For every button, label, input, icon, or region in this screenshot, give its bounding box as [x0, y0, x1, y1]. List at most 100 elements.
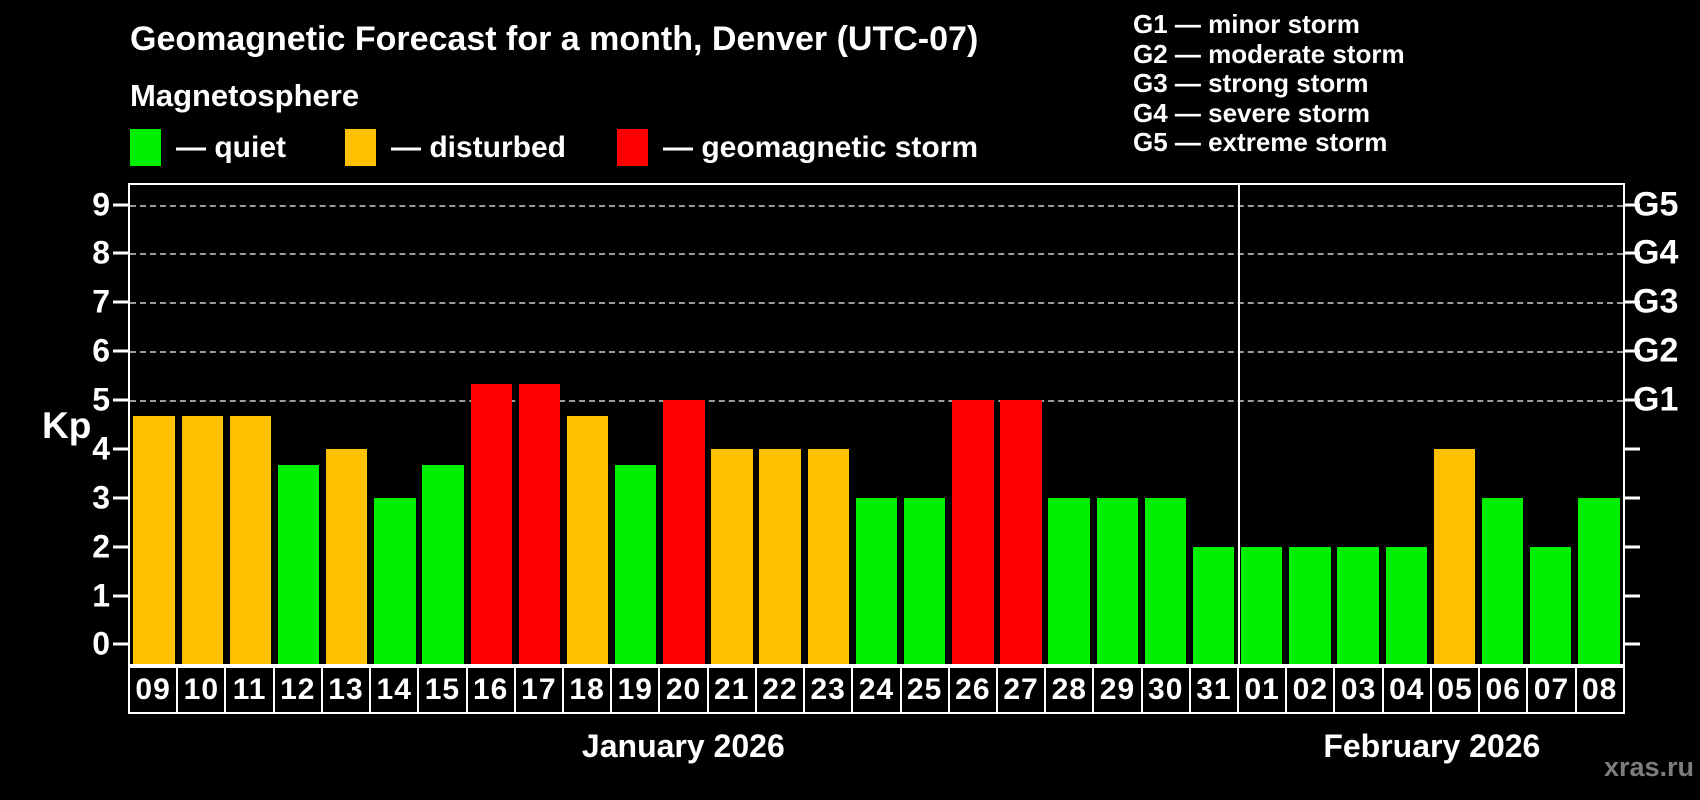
storm-color-swatch-icon — [617, 129, 648, 166]
legend-label-storm: — geomagnetic storm — [663, 130, 979, 164]
kp-bar-jan-11 — [229, 416, 272, 664]
kp-bar-feb-01 — [1241, 546, 1283, 664]
g-level-label-g3: G3 — [1633, 282, 1679, 321]
kp-bar-feb-04 — [1385, 546, 1427, 664]
legend-label-quiet: — quiet — [176, 130, 286, 164]
day-label-jan-10: 10 — [178, 668, 227, 712]
y-axis-tick-label-5: 5 — [92, 381, 110, 418]
quiet-color-swatch-icon — [130, 129, 161, 166]
day-label-jan-19: 19 — [612, 668, 661, 712]
day-label-jan-13: 13 — [323, 668, 372, 712]
kp-bar-jan-13 — [326, 448, 368, 664]
kp-bar-jan-27 — [1000, 400, 1042, 664]
month-label-february: February 2026 — [1323, 728, 1541, 764]
day-label-jan-11: 11 — [226, 668, 275, 712]
y-axis-tick-label-9: 9 — [92, 186, 110, 223]
g-legend-line-g3: G3 — strong storm — [1133, 68, 1369, 98]
kp-bar-feb-06 — [1481, 497, 1524, 664]
plot-area: 0 1 2 3 4 5 6 7 8 9 G1 G2 G3 G4 G5 — [92, 183, 1678, 666]
kp-bar-jan-22 — [759, 448, 801, 664]
day-label-jan-22: 22 — [757, 668, 806, 712]
kp-bar-jan-31 — [1192, 546, 1235, 664]
right-axis-tick-9 — [1625, 203, 1640, 207]
page-title: Geomagnetic Forecast for a month, Denver… — [130, 20, 979, 58]
y-axis-tick-label-6: 6 — [92, 332, 110, 369]
gridline-kp-5 — [130, 400, 1623, 403]
y-axis-tick-7 — [113, 300, 128, 304]
kp-bar-jan-20 — [663, 400, 705, 664]
legend-item-disturbed: — disturbed — [345, 129, 566, 166]
g-scale-legend: G1 — minor storm G2 — moderate storm G3 … — [1133, 9, 1405, 158]
day-label-jan-26: 26 — [950, 668, 998, 712]
y-axis-tick-4 — [113, 447, 128, 451]
day-label-jan-27: 27 — [998, 668, 1047, 712]
y-axis-tick-6 — [113, 349, 128, 353]
y-axis-tick-2 — [113, 545, 128, 549]
g-level-label-g4: G4 — [1633, 233, 1679, 272]
kp-bar-jan-26 — [952, 400, 994, 664]
gridline-kp-8 — [130, 253, 1623, 256]
y-axis-tick-label-3: 3 — [92, 479, 110, 516]
kp-bar-jan-29 — [1096, 497, 1138, 664]
watermark-xras: xras.ru — [1603, 752, 1694, 782]
day-label-jan-18: 18 — [564, 668, 613, 712]
day-label-jan-17: 17 — [516, 668, 564, 712]
right-axis-tick-8 — [1625, 251, 1640, 255]
kp-bar-jan-25 — [903, 497, 946, 664]
day-label-feb-05: 05 — [1432, 668, 1481, 712]
g-level-label-g5: G5 — [1633, 185, 1679, 224]
gridline-kp-6 — [130, 351, 1623, 354]
kp-bar-jan-21 — [711, 448, 753, 664]
right-axis-tick-7 — [1625, 300, 1640, 304]
right-axis-tick-4 — [1625, 447, 1640, 451]
y-axis-tick-label-2: 2 — [92, 528, 110, 565]
day-label-jan-31: 31 — [1191, 668, 1240, 712]
day-label-jan-12: 12 — [275, 668, 323, 712]
right-axis-tick-0 — [1625, 642, 1640, 646]
y-axis-tick-label-0: 0 — [92, 625, 110, 662]
kp-bar-feb-08 — [1578, 497, 1620, 664]
kp-axis-label: Kp — [42, 405, 92, 446]
y-axis-tick-label-8: 8 — [92, 234, 110, 271]
g-legend-line-g1: G1 — minor storm — [1133, 9, 1360, 39]
g-level-label-g2: G2 — [1633, 331, 1679, 370]
day-label-jan-28: 28 — [1046, 668, 1095, 712]
day-label-jan-15: 15 — [419, 668, 468, 712]
day-label-jan-14: 14 — [371, 668, 420, 712]
day-label-feb-07: 07 — [1528, 668, 1577, 712]
y-axis-tick-label-1: 1 — [92, 577, 110, 614]
right-axis-tick-5 — [1625, 398, 1640, 402]
legend-label-disturbed: — disturbed — [391, 130, 567, 164]
month-separator-line — [1237, 185, 1240, 664]
gridline-kp-9 — [130, 204, 1623, 207]
kp-bar-jan-10 — [181, 416, 223, 664]
g-legend-line-g4: G4 — severe storm — [1133, 97, 1371, 128]
kp-bar-jan-19 — [614, 465, 657, 664]
kp-bar-feb-03 — [1337, 546, 1379, 664]
day-label-jan-25: 25 — [902, 668, 950, 712]
day-label-feb-02: 02 — [1287, 668, 1336, 712]
disturbed-color-swatch-icon — [345, 129, 376, 166]
day-label-feb-03: 03 — [1335, 668, 1384, 712]
month-label-january: January 2026 — [581, 728, 785, 764]
y-axis-tick-9 — [113, 203, 128, 207]
day-label-jan-20: 20 — [660, 668, 709, 712]
kp-bar-jan-24 — [855, 497, 898, 664]
y-axis-tick-1 — [113, 594, 128, 598]
kp-bar-jan-28 — [1048, 497, 1090, 664]
kp-bar-jan-15 — [422, 465, 464, 664]
legend-item-storm: — geomagnetic storm — [617, 129, 978, 166]
day-label-jan-30: 30 — [1143, 668, 1191, 712]
day-label-feb-04: 04 — [1384, 668, 1432, 712]
day-axis-row: 09 10 11 12 13 14 15 16 17 18 19 20 21 22 23 24 25 26 27 28… — [128, 666, 1625, 714]
right-axis-tick-1 — [1625, 594, 1640, 598]
g-level-label-g1: G1 — [1633, 380, 1679, 419]
y-axis-tick-8 — [113, 251, 128, 255]
g-legend-line-g2: G2 — moderate storm — [1133, 38, 1405, 69]
day-label-jan-16: 16 — [468, 668, 516, 712]
day-label-jan-21: 21 — [709, 668, 757, 712]
day-label-feb-06: 06 — [1480, 668, 1529, 712]
g-legend-line-g5: G5 — extreme storm — [1133, 127, 1388, 157]
y-axis-tick-5 — [113, 398, 128, 402]
right-axis-tick-3 — [1625, 496, 1640, 500]
